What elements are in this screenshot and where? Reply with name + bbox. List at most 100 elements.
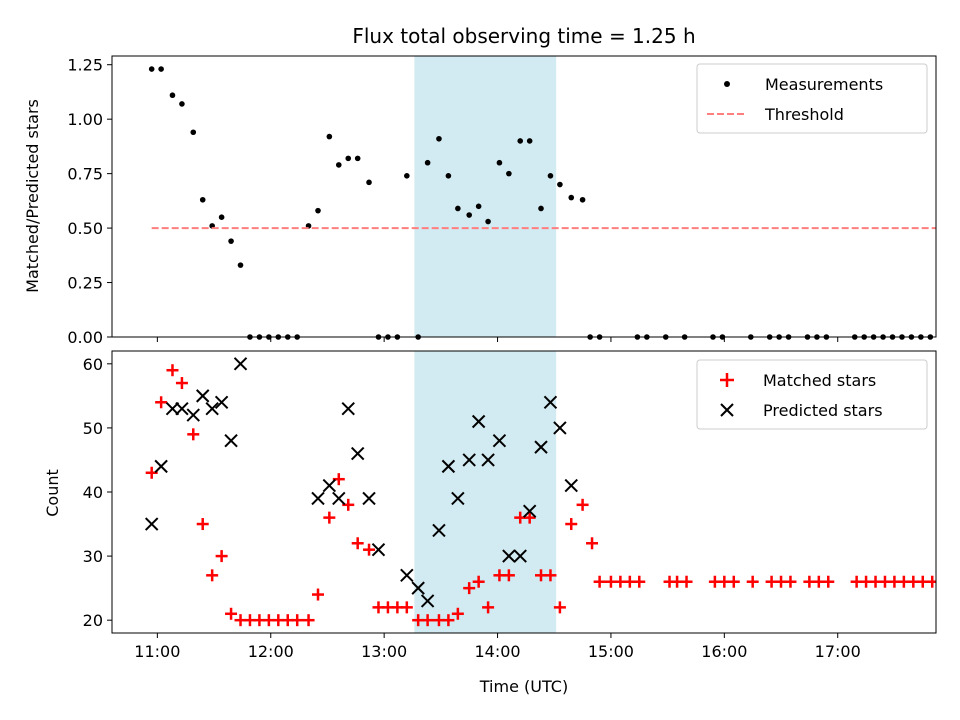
predicted-star-point — [175, 401, 189, 416]
y-tick-label: 1.00 — [67, 110, 103, 129]
x-tick-label: 12:00 — [248, 642, 294, 661]
matched-star-point — [421, 614, 434, 627]
matched-star-point — [351, 537, 364, 550]
matched-star-point — [926, 575, 936, 588]
y-tick-label: 20 — [83, 611, 103, 630]
matched-star-point — [553, 601, 566, 614]
top-y-axis-label: Matched/Predicted stars — [23, 99, 42, 293]
measurement-point — [354, 155, 361, 162]
y-tick-label: 0.50 — [67, 219, 103, 238]
x-tick-label: 14:00 — [474, 642, 520, 661]
predicted-star-point — [420, 594, 435, 608]
measurement-point — [179, 101, 185, 107]
measurement-point — [538, 205, 544, 212]
predicted-star-point — [513, 549, 527, 563]
measurement-point — [424, 159, 431, 166]
matched-star-point — [746, 575, 759, 588]
legend-measurements-label: Measurements — [765, 75, 883, 94]
predicted-star-point — [341, 401, 355, 416]
predicted-star-point — [186, 408, 200, 422]
predicted-star-point — [553, 421, 567, 435]
matched-star-point — [502, 569, 515, 582]
predicted-star-point — [233, 357, 248, 371]
x-axis-label: Time (UTC) — [479, 677, 568, 696]
matched-star-point — [312, 588, 324, 601]
bottom-series-predicted-stars — [144, 357, 578, 608]
predicted-star-point — [462, 453, 476, 467]
y-tick-label: 0.00 — [67, 328, 103, 347]
matched-star-point — [302, 614, 315, 627]
matched-star-point — [225, 607, 238, 620]
predicted-star-point — [543, 395, 558, 409]
matched-star-point — [451, 607, 464, 620]
measurement-point — [366, 179, 372, 186]
measurement-point — [404, 173, 410, 179]
y-tick-label: 30 — [83, 547, 103, 566]
measurement-point — [436, 135, 442, 142]
predicted-star-point — [441, 459, 456, 474]
legend-matched-label: Matched stars — [763, 371, 876, 390]
top-legend-box — [696, 63, 928, 134]
y-tick-label: 0.75 — [67, 165, 103, 184]
predicted-star-point — [502, 549, 516, 563]
matched-star-point — [822, 575, 835, 588]
top-ticks: 0.00 0.25 0.50 0.75 1.00 1.25 — [67, 56, 839, 347]
measurement-point — [579, 196, 586, 203]
matched-star-point — [784, 575, 797, 588]
bottom-shaded-interval — [414, 351, 557, 633]
measurement-point — [315, 207, 321, 214]
legend-matched-marker — [720, 373, 734, 387]
x-tick-label: 13:00 — [361, 642, 407, 661]
matched-star-point — [680, 575, 693, 588]
matched-star-point — [215, 550, 228, 563]
legend-threshold-label: Threshold — [764, 105, 844, 124]
bottom-panel: 11:00 12:00 13:00 14:00 15:00 16:00 17:00 20 30 4… — [43, 350, 937, 696]
legend-predicted-label: Predicted stars — [763, 401, 883, 420]
predicted-star-point — [400, 568, 414, 583]
measurement-point — [466, 212, 472, 218]
y-tick-label: 1.25 — [67, 56, 103, 75]
measurement-point — [326, 133, 333, 140]
measurement-point — [228, 238, 234, 244]
matched-star-point — [400, 601, 413, 614]
chart-title: Flux total observing time = 1.25 h — [352, 24, 695, 48]
measurement-point — [475, 203, 482, 210]
measurement-point — [547, 173, 554, 179]
predicted-star-point — [451, 491, 465, 506]
predicted-star-point — [350, 446, 365, 461]
y-tick-label: 40 — [83, 483, 103, 502]
legend-predicted-marker — [720, 403, 734, 417]
predicted-star-point — [564, 478, 578, 493]
matched-star-point — [175, 377, 188, 390]
matched-star-point — [544, 569, 557, 582]
measurement-point — [526, 138, 533, 144]
measurement-point — [237, 262, 244, 268]
predicted-star-point — [322, 478, 337, 493]
matched-star-point — [363, 543, 376, 556]
predicted-star-point — [362, 491, 376, 506]
measurement-point — [557, 181, 563, 188]
bottom-legend: Matched stars Predicted stars — [696, 359, 928, 430]
x-tick-label: 16:00 — [701, 642, 747, 661]
matched-star-point — [482, 601, 495, 614]
measurement-point — [335, 162, 342, 168]
x-tick-label: 15:00 — [588, 642, 634, 661]
x-tick-label: 17:00 — [815, 642, 861, 661]
matched-star-point — [633, 575, 646, 588]
predicted-star-point — [534, 440, 548, 454]
predicted-star-point — [196, 389, 210, 403]
measurement-point — [158, 66, 164, 72]
predicted-star-point — [144, 517, 159, 531]
predicted-star-point — [165, 401, 180, 416]
measurement-point — [568, 194, 575, 201]
predicted-star-point — [371, 542, 386, 557]
bottom-series-matched-stars — [145, 364, 936, 627]
measurement-point — [485, 218, 491, 225]
predicted-star-point — [154, 459, 168, 474]
bottom-ticks: 11:00 12:00 13:00 14:00 15:00 16:00 17:00 20 30 4… — [83, 355, 861, 661]
matched-star-point — [166, 364, 179, 377]
matched-star-point — [586, 537, 599, 550]
predicted-star-point — [492, 434, 507, 448]
y-tick-label: 60 — [83, 355, 103, 374]
